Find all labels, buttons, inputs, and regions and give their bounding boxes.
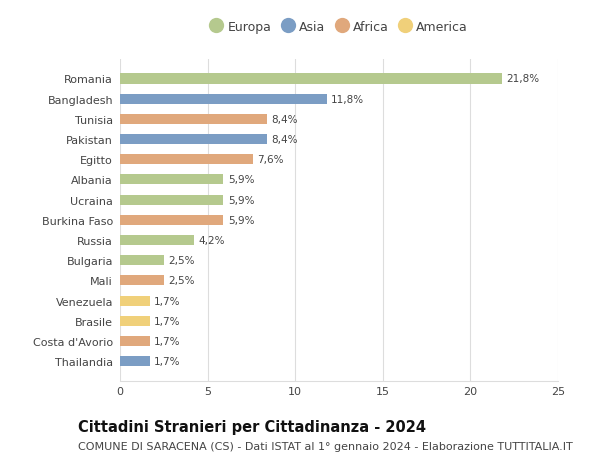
Bar	[120, 215, 223, 225]
Text: 1,7%: 1,7%	[154, 356, 181, 366]
Text: 1,7%: 1,7%	[154, 296, 181, 306]
Bar	[120, 256, 164, 266]
Bar	[120, 195, 223, 205]
Bar	[120, 134, 267, 145]
Text: Cittadini Stranieri per Cittadinanza - 2024: Cittadini Stranieri per Cittadinanza - 2…	[78, 419, 426, 434]
Text: 7,6%: 7,6%	[257, 155, 284, 165]
Text: 11,8%: 11,8%	[331, 95, 364, 105]
Bar	[120, 74, 502, 84]
Bar	[120, 276, 164, 286]
Bar	[120, 175, 223, 185]
Legend: Europa, Asia, Africa, America: Europa, Asia, Africa, America	[210, 21, 468, 34]
Text: 8,4%: 8,4%	[272, 115, 298, 124]
Text: 8,4%: 8,4%	[272, 135, 298, 145]
Text: 5,9%: 5,9%	[228, 175, 254, 185]
Bar	[120, 356, 150, 366]
Bar	[120, 95, 327, 105]
Bar	[120, 316, 150, 326]
Bar	[120, 115, 267, 125]
Bar	[120, 336, 150, 346]
Bar	[120, 155, 253, 165]
Text: 1,7%: 1,7%	[154, 336, 181, 346]
Bar	[120, 296, 150, 306]
Text: 21,8%: 21,8%	[506, 74, 539, 84]
Text: 2,5%: 2,5%	[168, 256, 194, 266]
Text: COMUNE DI SARACENA (CS) - Dati ISTAT al 1° gennaio 2024 - Elaborazione TUTTITALI: COMUNE DI SARACENA (CS) - Dati ISTAT al …	[78, 441, 573, 451]
Text: 2,5%: 2,5%	[168, 276, 194, 286]
Bar	[120, 235, 194, 246]
Text: 5,9%: 5,9%	[228, 195, 254, 205]
Text: 5,9%: 5,9%	[228, 215, 254, 225]
Text: 1,7%: 1,7%	[154, 316, 181, 326]
Text: 4,2%: 4,2%	[198, 235, 224, 246]
